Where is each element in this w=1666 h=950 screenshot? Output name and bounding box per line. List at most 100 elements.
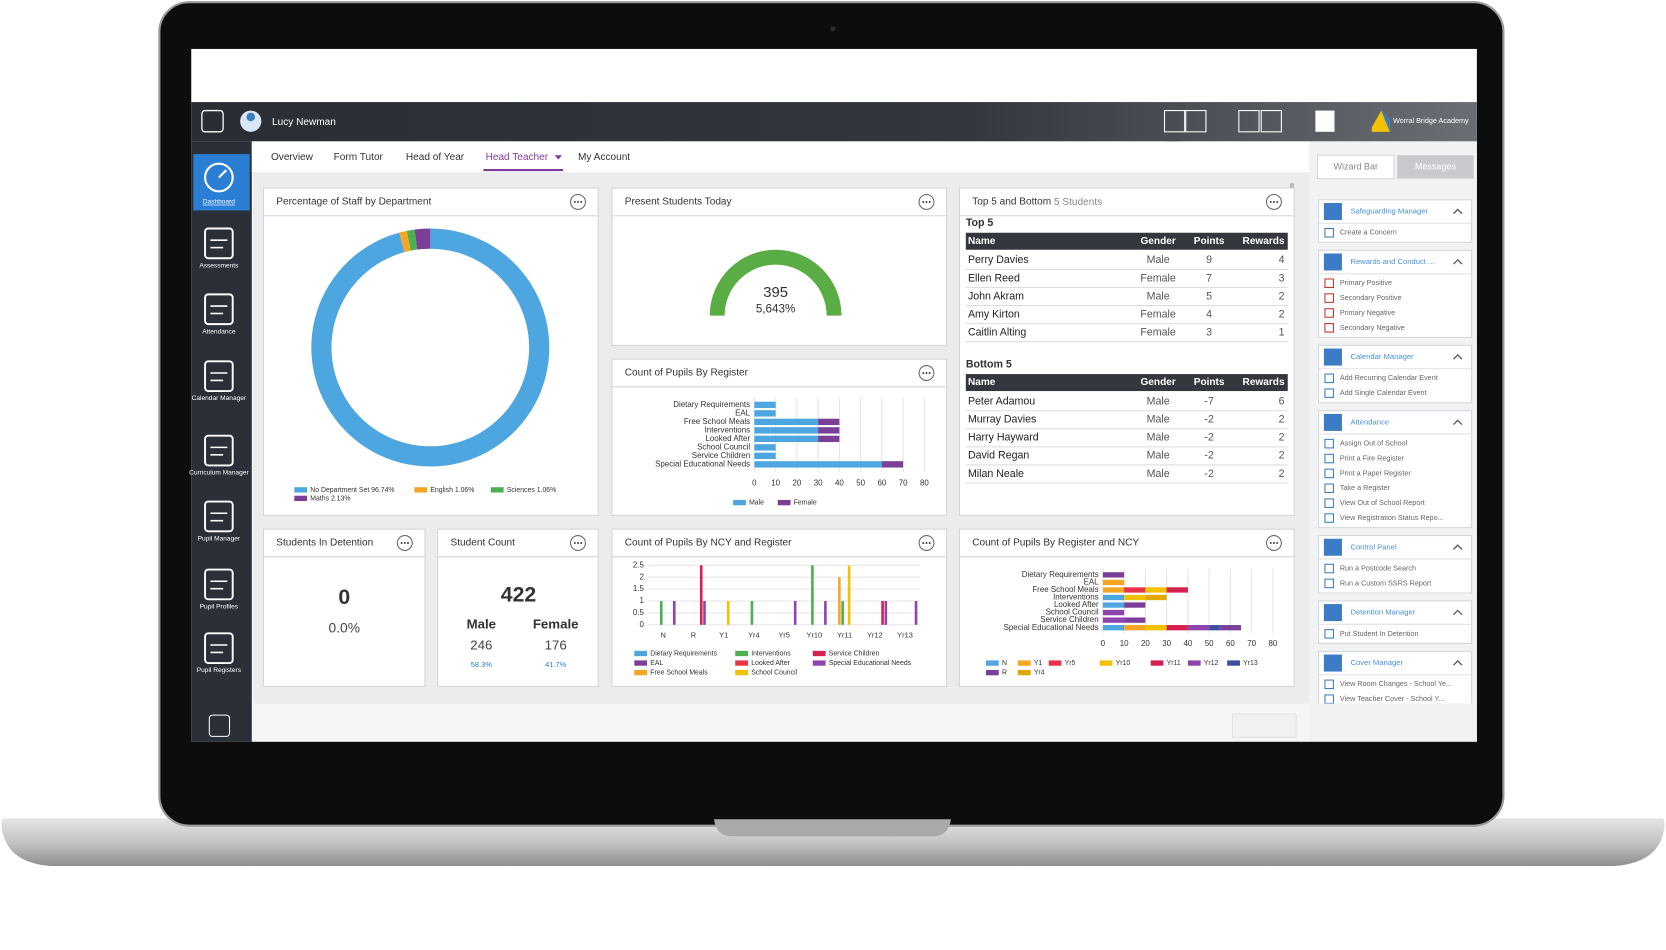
nav-label[interactable]: Attendance xyxy=(202,328,236,335)
wizard-item[interactable]: Add Recurring Calendar Event xyxy=(1340,373,1438,382)
wizard-item[interactable]: View Room Changes - School Ye... xyxy=(1340,679,1452,688)
wizard-item[interactable]: Print a Fire Register xyxy=(1340,453,1405,462)
profile-button[interactable] xyxy=(1163,110,1186,133)
wizard-item[interactable]: Run a Postcode Search xyxy=(1340,563,1416,572)
card-menu-dot xyxy=(928,372,931,374)
pie-slice xyxy=(406,229,418,251)
wizard-group-title[interactable]: Rewards and Conduct ... xyxy=(1350,257,1434,266)
nav-more[interactable] xyxy=(208,714,231,737)
detention-percent: 0.0% xyxy=(329,620,360,636)
bar xyxy=(881,601,884,625)
wizard-item-icon xyxy=(1324,293,1334,303)
x-tick-label: 40 xyxy=(1183,639,1192,648)
wizard-item[interactable]: Secondary Positive xyxy=(1340,293,1402,302)
wizard-item[interactable]: Take a Register xyxy=(1340,483,1391,492)
y-tick-label: School Council xyxy=(697,442,750,451)
wizard-item[interactable]: View Out of School Report xyxy=(1340,498,1425,507)
column-header: Rewards xyxy=(1243,236,1285,247)
x-tick-label: 20 xyxy=(1141,639,1150,648)
nav-label[interactable]: Pupil Registers xyxy=(197,667,242,674)
legend-label: Yr11 xyxy=(1167,660,1181,667)
tab[interactable]: Head Teacher xyxy=(486,152,549,163)
wizard-group-title[interactable]: Detention Manager xyxy=(1350,608,1415,617)
bar xyxy=(1124,594,1146,601)
legend-value: 1.06% xyxy=(537,487,557,494)
tab[interactable]: Head of Year xyxy=(406,152,465,163)
wizard-group-title[interactable]: Calendar Manager xyxy=(1350,352,1414,361)
wizard-item[interactable]: View Registration Status Repo... xyxy=(1340,513,1444,522)
card-menu-dot xyxy=(403,542,406,544)
table-label: Bottom 5 xyxy=(966,358,1012,370)
wizard-item[interactable]: Create a Concern xyxy=(1340,228,1397,237)
refresh-button[interactable] xyxy=(1238,110,1260,133)
card-menu-dot xyxy=(580,542,583,544)
nav-label[interactable]: Pupil Manager xyxy=(198,535,241,542)
tab[interactable]: Form Tutor xyxy=(334,152,384,163)
wizard-tab-label[interactable]: Messages xyxy=(1415,161,1457,171)
wizard-item[interactable]: Primary Negative xyxy=(1340,308,1395,317)
wizard-group-title[interactable]: Attendance xyxy=(1350,417,1389,426)
logout-button[interactable] xyxy=(1260,110,1282,133)
wizard-group-title[interactable]: Control Panel xyxy=(1350,542,1397,551)
bar xyxy=(818,418,840,426)
table-cell: 2 xyxy=(1279,308,1285,320)
x-tick-label: 80 xyxy=(920,479,929,488)
table-header xyxy=(965,232,1288,250)
column-header: Points xyxy=(1194,377,1225,388)
wizard-item-icon xyxy=(1324,498,1334,508)
wizard-item[interactable]: Run a Custom SSRS Report xyxy=(1340,578,1431,587)
y-tick-label: Dietary Requirements xyxy=(1022,570,1099,579)
student-total: 422 xyxy=(501,583,536,607)
nav-label[interactable]: Dashboard xyxy=(203,199,236,206)
wizard-item[interactable]: View Teacher Cover - School Y... xyxy=(1340,694,1445,703)
y-tick-label: 2.5 xyxy=(633,560,645,569)
wizard-item[interactable]: Assign Out of School xyxy=(1340,439,1408,448)
legend-label: Yr4 xyxy=(1034,669,1045,676)
gauge-value: 395 xyxy=(763,285,788,301)
nav-label[interactable]: Pupil Profiles xyxy=(200,603,239,610)
table-cell: Male xyxy=(1147,414,1170,426)
bar xyxy=(818,427,840,434)
nav-label[interactable]: Assessments xyxy=(199,262,239,269)
wizard-group xyxy=(1318,600,1473,644)
wizard-group-title[interactable]: Safeguarding Manager xyxy=(1350,207,1428,216)
table-cell: 2 xyxy=(1279,468,1285,480)
y-tick-label: EAL xyxy=(735,408,751,417)
wizard-tab-label[interactable]: Wizard Bar xyxy=(1333,161,1378,171)
card-menu-dot xyxy=(925,200,928,203)
legend-name: Sciences xyxy=(507,487,536,494)
nav-icon xyxy=(204,500,234,533)
settings-button[interactable] xyxy=(1185,110,1207,133)
wizard-item[interactable]: Print a Paper Register xyxy=(1340,468,1412,477)
card-menu-dot xyxy=(1276,542,1279,544)
footer-bar xyxy=(252,703,1309,742)
table-cell: -2 xyxy=(1204,468,1214,480)
legend-swatch xyxy=(986,660,999,666)
school-name: Worral Bridge Academy xyxy=(1393,116,1469,125)
nav-label[interactable]: Curriculum Manager xyxy=(189,470,249,477)
wizard-item-icon xyxy=(1324,563,1334,574)
x-tick-label: 0 xyxy=(1101,639,1106,648)
wizard-group-title[interactable]: Cover Manager xyxy=(1350,658,1403,667)
legend-value: 2.13% xyxy=(331,495,351,502)
apps-button[interactable] xyxy=(201,109,224,133)
wizard-item-icon xyxy=(1324,578,1334,589)
wizard-item[interactable]: Secondary Negative xyxy=(1340,323,1405,332)
nav-label[interactable]: Calendar Manager xyxy=(192,395,247,402)
tab[interactable]: Overview xyxy=(271,152,314,163)
table-cell: Amy Kirton xyxy=(968,308,1020,320)
bar xyxy=(1145,594,1167,601)
wizard-item[interactable]: Add Single Calendar Event xyxy=(1340,388,1427,397)
wizard-toggle[interactable] xyxy=(1315,110,1335,132)
card-menu-dot xyxy=(928,542,931,544)
table-cell: Perry Davies xyxy=(968,254,1029,266)
legend-value: 96.74% xyxy=(371,487,394,494)
tab[interactable]: My Account xyxy=(578,152,630,163)
wizard-item[interactable]: Primary Positive xyxy=(1340,278,1392,287)
wizard-tab xyxy=(1316,154,1395,180)
table-cell: Milan Neale xyxy=(968,468,1024,480)
x-tick-label: 50 xyxy=(856,479,865,488)
legend-swatch xyxy=(812,650,826,657)
pager[interactable] xyxy=(1231,713,1297,738)
wizard-item[interactable]: Put Student In Detention xyxy=(1340,629,1419,638)
